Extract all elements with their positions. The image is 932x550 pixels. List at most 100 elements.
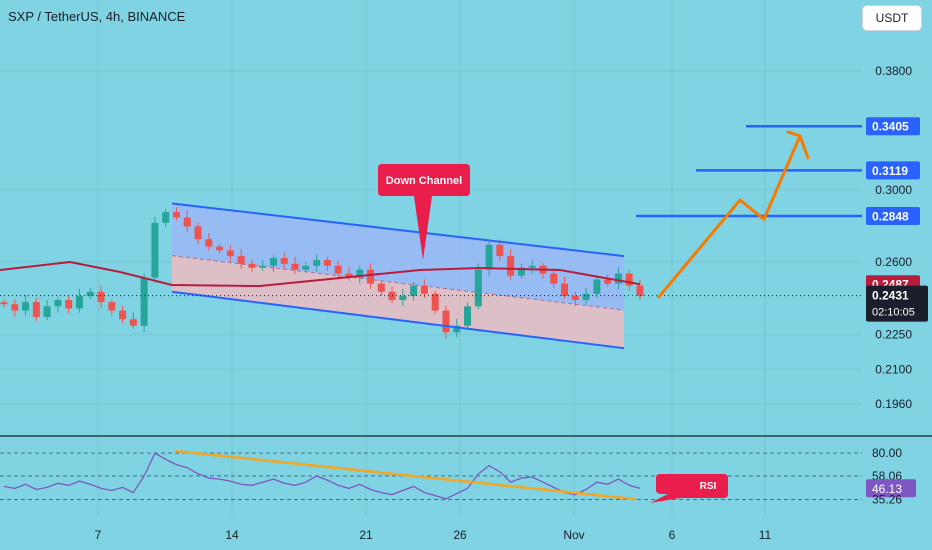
last-price-tag [866, 285, 928, 322]
target-price-value: 0.3119 [872, 164, 908, 178]
price-tick-label: 0.3800 [875, 64, 912, 78]
candle-countdown: 02:10:05 [872, 307, 915, 319]
candle-body [485, 244, 493, 270]
target-price-tag [866, 117, 920, 136]
candle-body [431, 293, 439, 311]
candle-body [582, 293, 590, 301]
time-tick-label: 14 [225, 528, 239, 542]
time-tick-label: 6 [669, 528, 676, 542]
candle-body [11, 304, 19, 311]
candle-body [636, 285, 644, 296]
symbol-title[interactable]: SXP / TetherUS, 4h, BINANCE [8, 9, 186, 24]
candle-body [367, 269, 375, 284]
candle-body [43, 306, 51, 318]
candle-body [323, 259, 331, 266]
candle-body [410, 285, 418, 296]
candle-body [205, 239, 213, 247]
time-tick-label: 11 [759, 528, 772, 542]
candle-body [464, 306, 472, 326]
candle-body [442, 310, 450, 333]
channel-upper-zone [172, 203, 624, 311]
rsi-line [3, 452, 641, 500]
candle-body [237, 256, 245, 264]
target-price-tag [866, 161, 920, 180]
candle-body [151, 222, 159, 278]
candle-body [334, 265, 342, 274]
candle-body [32, 302, 40, 318]
time-tick-label: 26 [453, 528, 467, 542]
price-tick-label: 0.2250 [875, 328, 912, 342]
down-channel-callout [378, 164, 470, 260]
candle-body [194, 226, 202, 240]
candle-body [614, 273, 622, 284]
candle-body [226, 250, 234, 257]
target-price-tag [866, 207, 920, 226]
price-tick-label: 0.2100 [875, 362, 912, 376]
time-tick-label: 7 [95, 528, 102, 542]
price-tick-label: 0.3000 [875, 183, 912, 197]
rsi-callout [650, 474, 728, 503]
candle-body [97, 291, 105, 303]
candle-body [0, 302, 8, 305]
candle-body [54, 300, 62, 307]
candle-body [453, 325, 461, 333]
candle-body [183, 217, 191, 227]
candle-body [313, 259, 321, 266]
rsi-current-tag [866, 479, 916, 498]
target-price-value: 0.3405 [872, 120, 909, 134]
candle-body [496, 244, 504, 257]
channel-lower-zone [172, 255, 624, 349]
candle-body [420, 285, 428, 294]
candle-body [377, 283, 385, 292]
time-tick-label: Nov [563, 528, 584, 542]
candle-body [65, 300, 73, 309]
candle-body [291, 263, 299, 270]
candle-body [604, 279, 612, 284]
candle-body [172, 212, 180, 218]
candle-body [269, 258, 277, 266]
candle-body [108, 302, 116, 311]
candle-body [507, 256, 515, 276]
channel-lower-line [171, 290, 625, 350]
candle-body [399, 295, 407, 301]
candle-body [140, 277, 148, 326]
candle-body [22, 302, 30, 311]
candle-body [129, 319, 137, 326]
target-price-value: 0.2848 [872, 210, 909, 224]
candle-body [75, 295, 83, 309]
projection-arrowhead [786, 130, 810, 160]
candle-body [248, 263, 256, 268]
price-tick-label: 0.1960 [875, 397, 912, 411]
candle-body [550, 273, 558, 284]
candle-body [259, 265, 267, 268]
rsi-trendline [175, 449, 637, 501]
down-channel-label: Down Channel [386, 175, 462, 187]
last-price-value: 0.2431 [872, 289, 909, 303]
candle-body [280, 258, 288, 264]
candle-body [474, 269, 482, 307]
channel-upper-line [171, 202, 625, 258]
candle-body [593, 279, 601, 294]
candle-body [528, 265, 536, 268]
candle-body [86, 291, 94, 296]
rsi-tick-label: 80.00 [872, 446, 902, 460]
price-tick-label: 0.2600 [875, 255, 912, 269]
moving-average-line [0, 260, 641, 288]
candle-body [356, 269, 364, 278]
candle-body [625, 273, 633, 286]
channel-midline [171, 255, 625, 311]
rsi-callout-label: RSI [700, 481, 717, 492]
candle-body [216, 246, 224, 251]
candle-body [571, 295, 579, 301]
candle-body [302, 265, 310, 270]
candle-body [517, 267, 525, 276]
candle-body [561, 283, 569, 296]
currency-button[interactable]: USDT [863, 6, 921, 30]
projection-path [656, 135, 802, 299]
candle-body [162, 212, 170, 223]
time-tick-label: 21 [359, 528, 373, 542]
rsi-tick-label: 35.26 [872, 493, 902, 507]
rsi-current-value: 46.13 [872, 482, 902, 496]
